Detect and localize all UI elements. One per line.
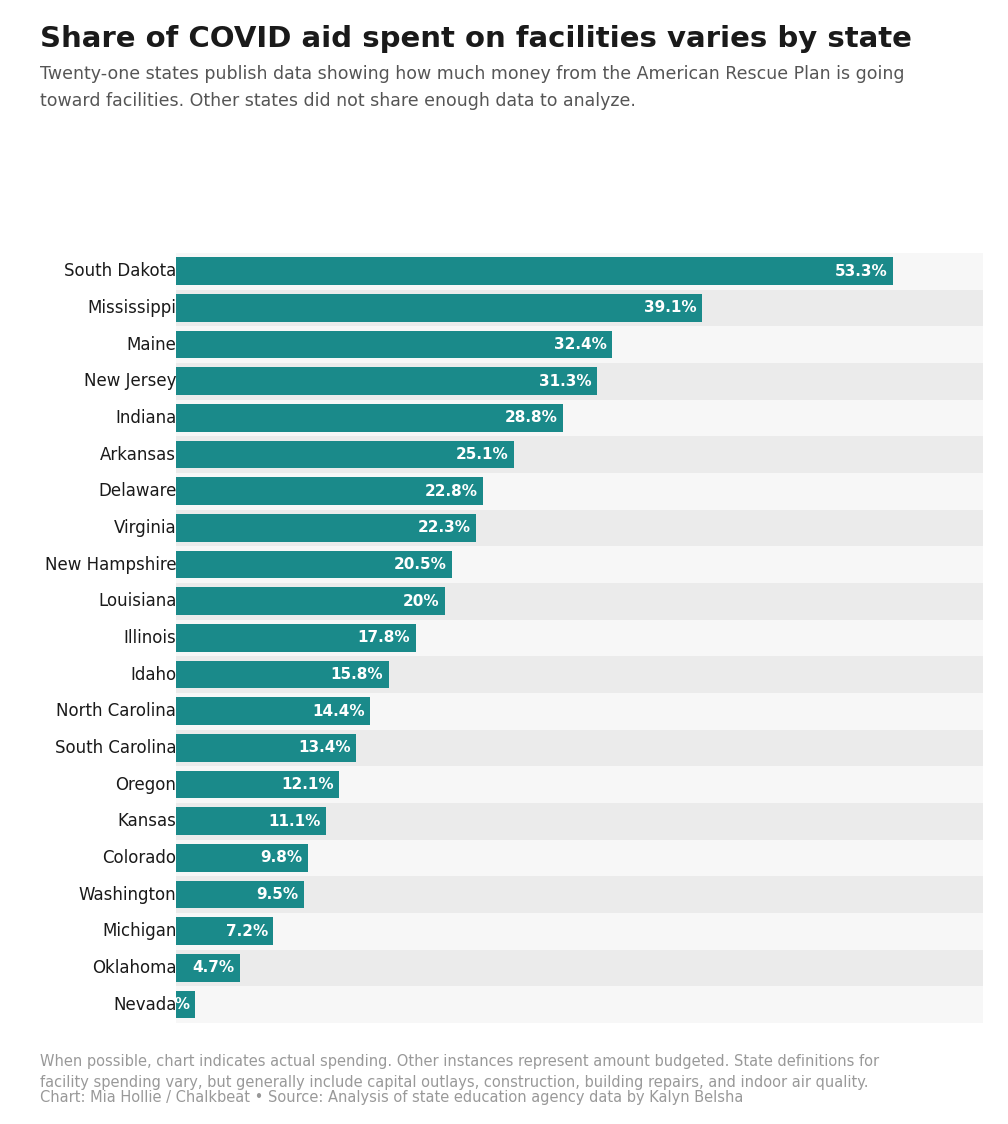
Bar <box>176 661 389 688</box>
Text: When possible, chart indicates actual spending. Other instances represent amount: When possible, chart indicates actual sp… <box>40 1054 879 1090</box>
Bar <box>176 917 273 945</box>
Bar <box>176 771 339 798</box>
Text: Colorado: Colorado <box>102 849 176 867</box>
Bar <box>176 368 597 395</box>
Bar <box>176 734 357 762</box>
Bar <box>176 551 452 578</box>
Bar <box>176 509 983 546</box>
Bar <box>176 803 983 840</box>
Bar <box>176 881 304 908</box>
Text: Oklahoma: Oklahoma <box>92 959 176 977</box>
Text: New Hampshire: New Hampshire <box>44 555 176 573</box>
Text: 22.8%: 22.8% <box>424 483 478 499</box>
Text: Nevada: Nevada <box>113 996 176 1014</box>
Text: Kansas: Kansas <box>117 813 176 831</box>
Text: Illinois: Illinois <box>124 628 176 647</box>
Bar <box>176 950 983 986</box>
Text: 17.8%: 17.8% <box>358 631 410 645</box>
Bar <box>176 253 983 290</box>
Bar <box>176 767 983 803</box>
Bar <box>176 326 983 363</box>
Text: 53.3%: 53.3% <box>835 264 887 279</box>
Bar <box>176 877 983 913</box>
Text: Share of COVID aid spent on facilities varies by state: Share of COVID aid spent on facilities v… <box>40 25 912 53</box>
Bar <box>176 583 983 619</box>
Text: Michigan: Michigan <box>102 922 176 940</box>
Bar <box>176 294 702 321</box>
Text: Chart: Mia Hollie / Chalkbeat • Source: Analysis of state education agency data : Chart: Mia Hollie / Chalkbeat • Source: … <box>40 1090 744 1105</box>
Bar <box>176 624 415 652</box>
Text: South Dakota: South Dakota <box>65 262 176 280</box>
Text: 28.8%: 28.8% <box>505 410 558 425</box>
Bar <box>176 588 446 615</box>
Text: 20%: 20% <box>403 593 439 609</box>
Text: 9.5%: 9.5% <box>257 887 298 903</box>
Bar <box>176 330 612 359</box>
Bar <box>176 473 983 509</box>
Text: North Carolina: North Carolina <box>56 702 176 720</box>
Text: 9.8%: 9.8% <box>261 851 302 865</box>
Bar <box>176 913 983 950</box>
Text: 14.4%: 14.4% <box>311 704 365 718</box>
Text: Maine: Maine <box>126 336 176 354</box>
Text: 7.2%: 7.2% <box>226 924 268 939</box>
Text: South Carolina: South Carolina <box>54 738 176 756</box>
Text: Washington: Washington <box>79 886 176 904</box>
Bar <box>176 441 514 469</box>
Bar <box>176 840 983 877</box>
Text: Idaho: Idaho <box>130 665 176 683</box>
Text: 22.3%: 22.3% <box>417 520 471 535</box>
Text: 11.1%: 11.1% <box>268 814 321 828</box>
Text: 39.1%: 39.1% <box>644 300 697 316</box>
Bar <box>176 478 483 505</box>
Bar <box>176 514 476 542</box>
Bar <box>176 546 983 583</box>
Text: 20.5%: 20.5% <box>394 558 447 572</box>
Text: 12.1%: 12.1% <box>281 777 334 792</box>
Bar <box>176 399 983 436</box>
Text: 32.4%: 32.4% <box>553 337 607 352</box>
Bar <box>176 698 370 725</box>
Text: Louisiana: Louisiana <box>98 592 176 610</box>
Text: Delaware: Delaware <box>98 482 176 500</box>
Text: 4.7%: 4.7% <box>193 960 234 976</box>
Text: 25.1%: 25.1% <box>456 447 508 462</box>
Text: Arkansas: Arkansas <box>100 445 176 463</box>
Bar <box>176 405 563 432</box>
Text: 15.8%: 15.8% <box>331 667 383 682</box>
Bar <box>176 436 983 473</box>
Bar <box>176 290 983 326</box>
Text: Indiana: Indiana <box>115 409 176 427</box>
Bar <box>176 656 983 692</box>
Bar <box>176 257 893 285</box>
Bar <box>176 990 196 1018</box>
Bar <box>176 692 983 729</box>
Bar <box>176 729 983 767</box>
Text: Twenty-one states publish data showing how much money from the American Rescue P: Twenty-one states publish data showing h… <box>40 65 905 110</box>
Text: Oregon: Oregon <box>115 776 176 794</box>
Bar <box>176 363 983 399</box>
Bar <box>176 954 240 981</box>
Text: Virginia: Virginia <box>114 519 176 537</box>
Bar <box>176 986 983 1023</box>
Bar <box>176 619 983 656</box>
Text: New Jersey: New Jersey <box>84 372 176 390</box>
Bar <box>176 807 326 835</box>
Text: 31.3%: 31.3% <box>539 373 592 389</box>
Text: 1.4%: 1.4% <box>148 997 190 1012</box>
Text: Mississippi: Mississippi <box>88 299 176 317</box>
Text: 13.4%: 13.4% <box>298 741 351 755</box>
Bar <box>176 844 308 871</box>
